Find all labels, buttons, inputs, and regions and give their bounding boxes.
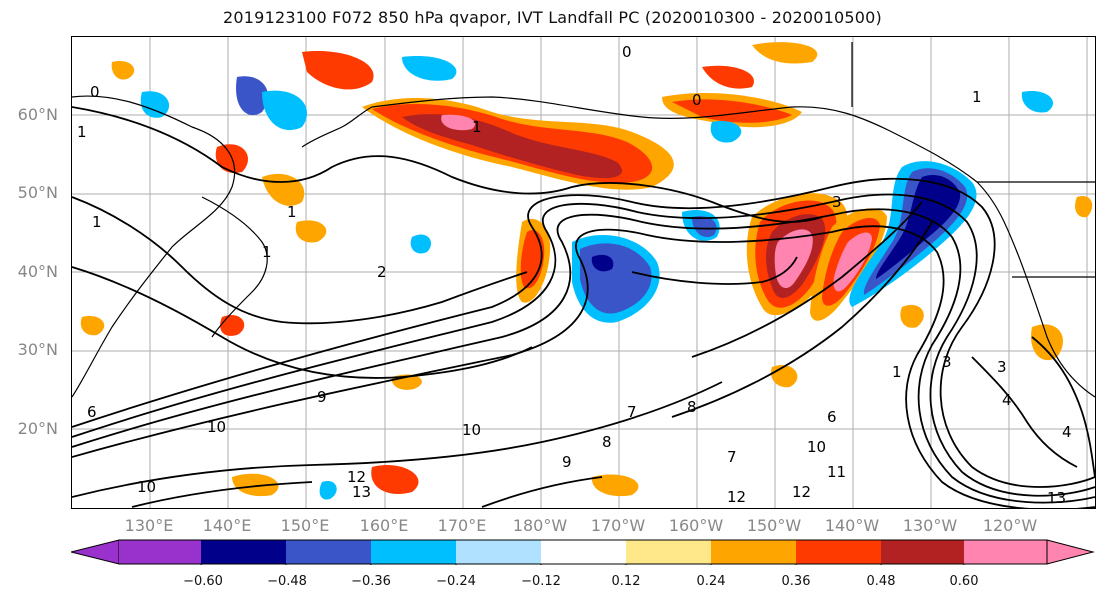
contour-label: 7 [627, 403, 637, 421]
contour-label: 9 [317, 388, 327, 406]
negative-anomaly-shading [140, 56, 1053, 500]
colorbar [70, 539, 1095, 569]
contour-label: 1 [262, 243, 272, 261]
contour-label: 0 [692, 91, 702, 109]
colorbar-tick-label: −0.12 [521, 574, 561, 589]
contour-label: 3 [942, 353, 952, 371]
colorbar-tick-label: 0.24 [696, 574, 726, 589]
lon-label: 160°E [359, 516, 409, 535]
colorbar-segment [456, 540, 541, 564]
contour-label: 1 [472, 118, 482, 136]
contour-label: 12 [727, 488, 746, 506]
contour-label: 1 [77, 123, 87, 141]
contour-label: 4 [1002, 391, 1012, 409]
lon-label: 140°E [202, 516, 252, 535]
contour-labels: 0 0 0 1 1 1 1 1 1 1 2 3 3 3 4 4 6 6 7 7 … [77, 43, 1072, 507]
contour-label: 1 [892, 363, 902, 381]
map-panel: 0 0 0 1 1 1 1 1 1 1 2 3 3 3 4 4 6 6 7 7 … [71, 36, 1096, 509]
lon-label: 120°W [982, 516, 1038, 535]
lon-label: 170°W [590, 516, 646, 535]
contour-label: 4 [1062, 423, 1072, 441]
colorbar-segment [881, 540, 964, 564]
lon-label: 160°W [668, 516, 724, 535]
colorbar-tick-label: −0.48 [267, 574, 307, 589]
colorbar-tick-label: 0.12 [611, 574, 641, 589]
contour-label: 10 [462, 421, 481, 439]
colorbar-extend-min [70, 539, 120, 565]
lat-label: 60°N [17, 105, 58, 124]
contour-label: 2 [377, 263, 387, 281]
colorbar-segment [119, 540, 201, 564]
colorbar-segment [286, 540, 371, 564]
colorbar-segment [371, 540, 456, 564]
colorbar-svg [70, 539, 1095, 568]
colorbar-tick-label: −0.36 [351, 574, 391, 589]
lon-label: 150°W [746, 516, 802, 535]
colorbar-segment [626, 540, 711, 564]
contour-label: 1 [972, 88, 982, 106]
contour-label: 8 [602, 433, 612, 451]
contour-label: 3 [997, 358, 1007, 376]
contour-label: 9 [562, 453, 572, 471]
coastlines [72, 42, 1095, 398]
lon-label: 140°W [824, 516, 880, 535]
lat-label: 40°N [17, 262, 58, 281]
lon-label: 130°W [902, 516, 958, 535]
contour-label: 3 [832, 193, 842, 211]
contour-label: 1 [287, 203, 297, 221]
colorbar-tick-label: −0.24 [436, 574, 476, 589]
colorbar-segment [201, 540, 286, 564]
contour-label: 1 [92, 213, 102, 231]
colorbar-extend-max [1046, 539, 1095, 565]
contour-label: 6 [87, 403, 97, 421]
contour-label: 12 [347, 468, 366, 486]
contour-label: 13 [1047, 489, 1066, 507]
colorbar-tick-label: 0.48 [866, 574, 896, 589]
colorbar-segment [711, 540, 796, 564]
colorbar-tick-label: −0.60 [183, 574, 223, 589]
contour-label: 0 [622, 43, 632, 61]
lat-label: 20°N [17, 419, 58, 438]
colorbar-segment [796, 540, 881, 564]
lat-label: 30°N [17, 340, 58, 359]
contour-label: 8 [687, 398, 697, 416]
lat-label: 50°N [17, 183, 58, 202]
lon-label: 170°E [437, 516, 487, 535]
contour-label: 6 [827, 408, 837, 426]
contour-label: 10 [207, 418, 226, 436]
contour-label: 13 [352, 483, 371, 501]
contour-label: 12 [792, 483, 811, 501]
colorbar-tick-label: 0.36 [781, 574, 811, 589]
contour-label: 10 [137, 478, 156, 496]
colorbar-tick-label: 0.60 [949, 574, 979, 589]
colorbar-segment [541, 540, 626, 564]
contour-label: 11 [827, 463, 846, 481]
lon-label: 180°W [512, 516, 568, 535]
colorbar-segment [964, 540, 1047, 564]
contour-label: 0 [90, 83, 100, 101]
contour-label: 10 [807, 438, 826, 456]
map-canvas: 0 0 0 1 1 1 1 1 1 1 2 3 3 3 4 4 6 6 7 7 … [72, 37, 1095, 508]
lon-label: 150°E [280, 516, 330, 535]
lon-label: 130°E [124, 516, 174, 535]
contour-label: 7 [727, 448, 737, 466]
map-title: 2019123100 F072 850 hPa qvapor, IVT Land… [223, 8, 882, 27]
ivt-contours [72, 106, 1095, 508]
